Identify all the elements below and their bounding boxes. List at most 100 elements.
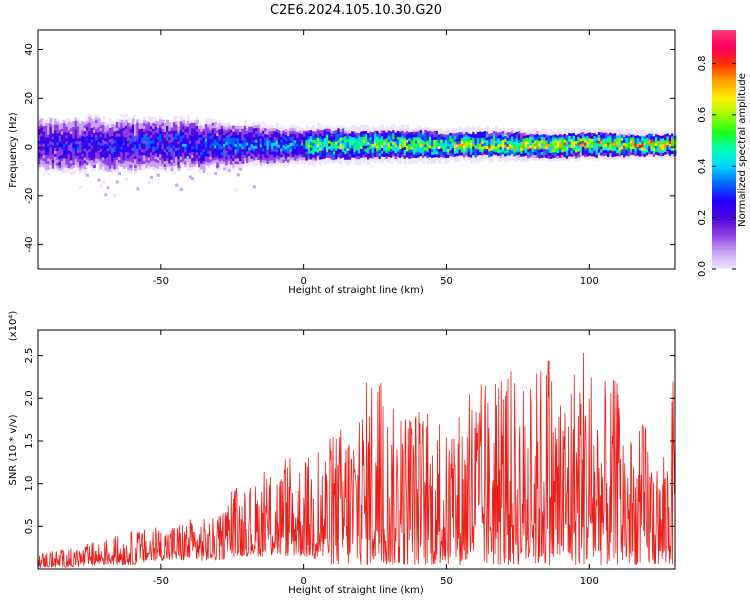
spectrogram-cell	[417, 145, 421, 149]
spectrogram-cell	[639, 138, 643, 142]
spectrogram-cell	[170, 153, 174, 157]
y-tick-label: 0.5	[24, 518, 35, 534]
spectrogram-cell	[289, 148, 293, 152]
spectrogram-cell	[579, 144, 583, 148]
spectrogram-cell	[458, 149, 462, 153]
spectrogram-cell	[339, 143, 343, 147]
spectrogram-cell	[538, 143, 542, 147]
spectrogram-cell	[145, 147, 149, 151]
spectrogram-cell	[150, 134, 154, 138]
spectrogram-cell	[218, 123, 222, 127]
spectrogram-cell	[86, 156, 90, 160]
spectrogram-cell	[147, 145, 151, 149]
spectrogram-cell	[280, 124, 284, 129]
spectrogram-cell	[408, 149, 412, 153]
spectrogram-cell	[74, 117, 78, 121]
spectrogram-cell	[143, 143, 147, 147]
spectrogram-cell	[42, 134, 46, 138]
spectrogram-cell	[629, 146, 634, 150]
spectrogram-cell	[588, 143, 592, 148]
spectrogram-cell	[337, 151, 341, 155]
spectrogram-cell	[95, 143, 99, 147]
spectrogram-cell	[214, 136, 218, 140]
spectrogram-cell	[124, 160, 128, 164]
spectrogram-cell	[99, 131, 103, 135]
spectrogram-cell	[303, 130, 307, 134]
spectrogram-cell	[143, 146, 147, 150]
spectrogram-cell	[81, 127, 85, 131]
spectrogram-cell	[522, 144, 526, 148]
spectrogram-cell	[353, 128, 357, 132]
spectrogram-cell	[506, 137, 510, 141]
spectrogram-cell	[38, 117, 42, 121]
spectrogram-cell	[159, 154, 163, 158]
spectrogram-cell	[627, 153, 631, 157]
spectrogram-cell	[657, 140, 661, 144]
spectrogram-cell	[200, 131, 204, 135]
spectrogram-cell	[40, 130, 44, 134]
spectrogram-cell	[344, 156, 348, 160]
spectrogram-cell	[90, 157, 94, 161]
spectrogram-cell	[415, 131, 419, 135]
spectrogram-cell	[150, 155, 154, 159]
spectrogram-cell	[584, 133, 588, 137]
figure-title: C2E6.2024.105.10.30.G20	[270, 3, 442, 18]
spectrogram-cell	[481, 140, 485, 144]
spectrogram-cell	[54, 159, 58, 163]
spectrogram-cell	[95, 160, 99, 165]
spectrogram-cell	[76, 132, 80, 136]
spectrogram-cell	[51, 142, 55, 146]
spectrogram-cell	[200, 140, 204, 144]
spectrogram-cell	[271, 145, 275, 149]
spectrogram-cell	[60, 140, 65, 144]
spectrogram-cell	[527, 140, 531, 144]
spectrogram-cell	[225, 132, 229, 136]
spectrogram-cell	[371, 126, 375, 130]
spectrogram-cell	[559, 145, 563, 149]
spectrogram-cell	[549, 147, 554, 151]
spectrogram-cell	[186, 144, 190, 148]
spectrogram-cell	[108, 156, 112, 160]
spectrogram-cell	[373, 127, 378, 131]
spectrogram-cell	[611, 133, 615, 137]
spectrogram-cell	[403, 161, 407, 165]
spectrogram-cell	[543, 142, 547, 146]
spectrogram-cell	[282, 133, 286, 137]
spectrogram-cell	[216, 144, 220, 148]
spectrogram-cell	[545, 151, 549, 156]
spectrogram-cell	[255, 139, 259, 143]
spectrogram-cell	[561, 158, 565, 162]
spectrogram-cell	[337, 154, 341, 158]
spectrogram-cell	[501, 148, 506, 152]
spectrogram-cell	[568, 156, 572, 160]
spectrogram-cell	[136, 163, 140, 167]
spectrogram-cell	[561, 143, 565, 147]
spectrogram-cell	[243, 122, 247, 126]
spectrogram-cell	[51, 159, 55, 163]
spectrogram-cell	[339, 125, 343, 130]
spectrogram-cell	[607, 150, 611, 155]
spectrogram-cell	[218, 158, 222, 162]
spectrogram-cell	[385, 138, 389, 142]
spectrogram-cell	[325, 148, 330, 152]
spectrogram-cell	[360, 148, 364, 152]
spectrogram-cell	[360, 137, 364, 141]
spectrogram-cell	[543, 136, 547, 141]
spectrogram-cell	[300, 157, 304, 161]
spectrogram-cell	[195, 131, 199, 135]
spectrogram-cell	[506, 158, 510, 162]
spectrogram-cell	[643, 136, 647, 140]
spectrogram-cell	[442, 136, 446, 141]
spectrogram-cell	[540, 142, 544, 147]
spectrogram-cell	[92, 158, 96, 163]
spectrogram-cell	[403, 158, 407, 162]
spectrogram-cell	[74, 149, 78, 153]
spectrogram-cell	[131, 153, 135, 157]
spectrogram-cell	[216, 165, 220, 169]
spectrogram-cell	[479, 157, 483, 161]
spectrogram-cell	[120, 134, 124, 138]
spectrogram-cell	[623, 130, 627, 135]
spectrogram-cell	[671, 136, 675, 140]
spectrogram-cell	[150, 128, 154, 132]
spectrogram-cell	[140, 137, 144, 141]
